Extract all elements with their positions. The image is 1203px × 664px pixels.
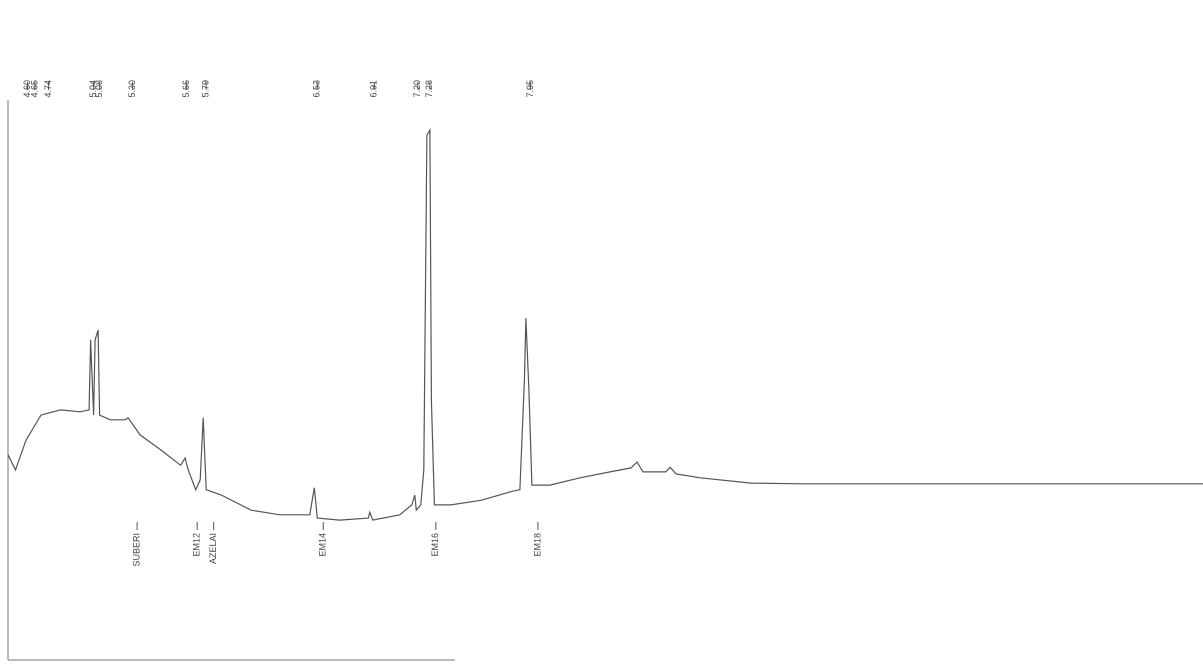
peak-label: 5.08: [94, 80, 104, 98]
compound-label: EM14: [318, 533, 328, 557]
compound-label: EM18: [532, 533, 542, 557]
peak-label: 5.30: [127, 80, 137, 98]
peak-label: 4.60: [22, 80, 32, 98]
peak-label: 5.79: [201, 80, 211, 98]
peak-label: 6.91: [369, 80, 379, 98]
trace: [7, 127, 1203, 521]
compound-label: SUBERI: [131, 533, 141, 567]
peak-label: 5.66: [181, 80, 191, 98]
peak-label: 5.04: [88, 80, 98, 98]
peak-label: 7.20: [412, 80, 422, 98]
compound-label: EM12: [192, 533, 202, 557]
compound-label: AZELAI: [208, 533, 218, 564]
peak-label: 4.74: [43, 80, 53, 98]
peak-label: 4.65: [29, 80, 39, 98]
compound-label: EM16: [430, 533, 440, 557]
peak-label: 7.28: [424, 80, 434, 98]
peak-label: 7.95: [525, 80, 535, 98]
peak-label: 6.53: [312, 80, 322, 98]
